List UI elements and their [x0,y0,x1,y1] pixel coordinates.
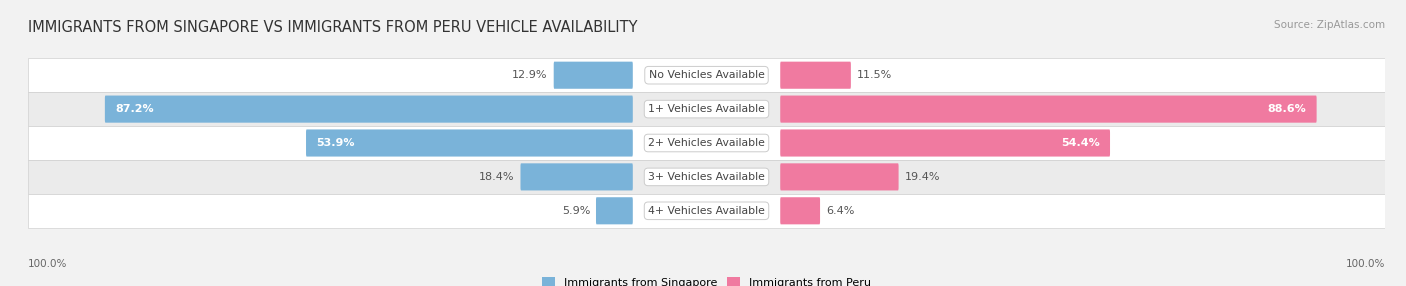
FancyBboxPatch shape [780,130,1109,156]
Text: 3+ Vehicles Available: 3+ Vehicles Available [648,172,765,182]
Text: 87.2%: 87.2% [115,104,153,114]
Bar [28,160,1385,194]
FancyBboxPatch shape [554,62,633,89]
Text: IMMIGRANTS FROM SINGAPORE VS IMMIGRANTS FROM PERU VEHICLE AVAILABILITY: IMMIGRANTS FROM SINGAPORE VS IMMIGRANTS … [28,20,637,35]
Bar [28,126,1385,160]
FancyBboxPatch shape [520,163,633,190]
Text: 6.4%: 6.4% [825,206,855,216]
FancyBboxPatch shape [780,62,851,89]
Bar [28,194,1385,228]
Text: 19.4%: 19.4% [904,172,941,182]
FancyBboxPatch shape [780,163,898,190]
Text: 88.6%: 88.6% [1268,104,1306,114]
Text: 1+ Vehicles Available: 1+ Vehicles Available [648,104,765,114]
Text: 54.4%: 54.4% [1062,138,1099,148]
FancyBboxPatch shape [780,96,1316,123]
Text: 11.5%: 11.5% [856,70,891,80]
Text: No Vehicles Available: No Vehicles Available [648,70,765,80]
Text: 5.9%: 5.9% [562,206,591,216]
Text: 100.0%: 100.0% [28,259,67,269]
Text: 2+ Vehicles Available: 2+ Vehicles Available [648,138,765,148]
FancyBboxPatch shape [105,96,633,123]
Bar [28,92,1385,126]
Text: 12.9%: 12.9% [512,70,548,80]
Text: 18.4%: 18.4% [479,172,515,182]
Legend: Immigrants from Singapore, Immigrants from Peru: Immigrants from Singapore, Immigrants fr… [543,277,870,286]
FancyBboxPatch shape [307,130,633,156]
Text: Source: ZipAtlas.com: Source: ZipAtlas.com [1274,20,1385,30]
FancyBboxPatch shape [596,197,633,224]
Bar [28,58,1385,92]
Text: 53.9%: 53.9% [316,138,354,148]
Text: 100.0%: 100.0% [1346,259,1385,269]
FancyBboxPatch shape [780,197,820,224]
Text: 4+ Vehicles Available: 4+ Vehicles Available [648,206,765,216]
